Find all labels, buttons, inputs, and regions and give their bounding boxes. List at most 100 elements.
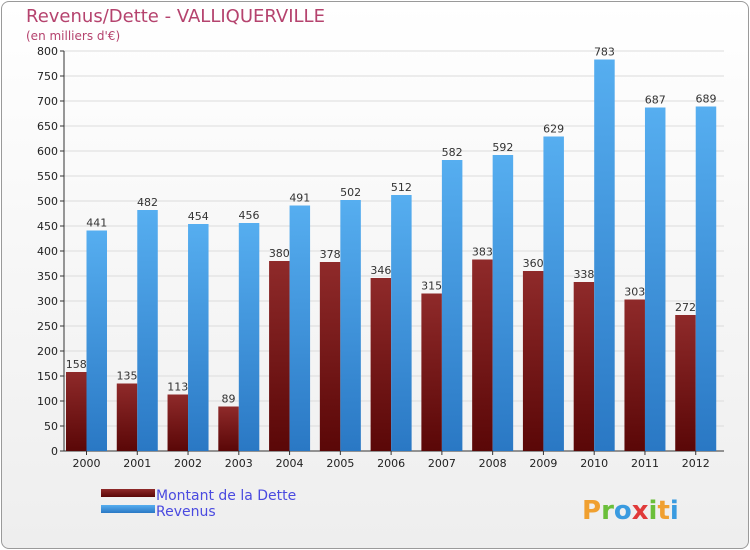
x-tick-label-2012: 2012 — [682, 457, 710, 470]
value-label-revenue-2005: 502 — [340, 186, 361, 199]
value-label-debt-2011: 303 — [624, 286, 645, 299]
chart-title: Revenus/Dette - VALLIQUERVILLE — [26, 6, 325, 27]
bar-debt-2006 — [370, 278, 392, 451]
value-label-revenue-2010: 783 — [594, 46, 615, 59]
y-tick-label-0: 0 — [51, 445, 58, 458]
x-tick-label-2006: 2006 — [377, 457, 405, 470]
legend-swatch-debt — [101, 489, 155, 497]
bar-revenue-2011 — [644, 107, 666, 451]
y-tick-label-800: 800 — [37, 45, 58, 58]
value-label-debt-2012: 272 — [675, 301, 696, 314]
bar-debt-2011 — [624, 299, 645, 451]
y-tick-label-400: 400 — [37, 245, 58, 258]
value-label-debt-2008: 383 — [472, 246, 493, 259]
bar-revenue-2004 — [289, 205, 311, 451]
legend-label-debt: Montant de la Dette — [156, 488, 296, 504]
y-tick-label-250: 250 — [37, 320, 58, 333]
logo-letter: t — [657, 496, 669, 526]
value-label-debt-2007: 315 — [421, 280, 442, 293]
x-tick-label-2004: 2004 — [276, 457, 304, 470]
bar-debt-2009 — [522, 271, 544, 451]
y-tick-label-450: 450 — [37, 220, 58, 233]
bar-revenue-2012 — [695, 106, 717, 451]
bar-revenue-2001 — [137, 210, 158, 451]
value-label-revenue-2003: 456 — [239, 209, 260, 222]
y-tick-label-700: 700 — [37, 95, 58, 108]
value-label-revenue-2001: 482 — [137, 196, 158, 209]
proxiti-logo: Proxiti — [582, 496, 679, 526]
x-tick-label-2001: 2001 — [123, 457, 151, 470]
x-tick-label-2000: 2000 — [73, 457, 101, 470]
value-label-debt-2001: 135 — [117, 370, 138, 383]
y-axis: 0 50 100 150 200 250 300 350 400 450 500 550 600 650 7… — [37, 45, 724, 458]
value-label-debt-2006: 346 — [370, 264, 391, 277]
value-label-revenue-2008: 592 — [492, 141, 513, 154]
value-label-debt-2009: 360 — [523, 257, 544, 270]
bar-revenue-2000 — [86, 230, 107, 451]
y-tick-label-750: 750 — [37, 70, 58, 83]
logo-letter: i — [649, 496, 658, 526]
bar-debt-2001 — [116, 383, 138, 451]
x-tick-label-2007: 2007 — [428, 457, 456, 470]
value-label-revenue-2007: 582 — [442, 146, 463, 159]
y-tick-label-500: 500 — [37, 195, 58, 208]
bar-revenue-2005 — [340, 200, 361, 451]
logo-letter: x — [632, 496, 649, 526]
value-label-revenue-2002: 454 — [188, 210, 209, 223]
y-tick-label-550: 550 — [37, 170, 58, 183]
value-label-revenue-2012: 689 — [695, 93, 716, 106]
bar-revenue-2007 — [441, 160, 463, 451]
bar-debt-2000 — [66, 372, 87, 451]
value-label-debt-2002: 113 — [167, 381, 188, 394]
value-label-debt-2004: 380 — [269, 247, 290, 260]
x-tick-label-2008: 2008 — [479, 457, 507, 470]
value-label-debt-2010: 338 — [573, 268, 594, 281]
bar-debt-2010 — [573, 282, 595, 451]
x-axis: 2000 2001 2002 2003 2004 2005 2006 2007 2008 2009… — [73, 451, 710, 470]
bar-revenue-2010 — [594, 59, 615, 451]
bar-revenue-2003 — [238, 223, 260, 451]
value-label-revenue-2004: 491 — [289, 192, 310, 205]
value-label-debt-2000: 158 — [66, 358, 87, 371]
bar-debt-2004 — [269, 261, 290, 451]
x-tick-label-2011: 2011 — [631, 457, 659, 470]
x-tick-label-2009: 2009 — [529, 457, 557, 470]
x-tick-label-2003: 2003 — [225, 457, 253, 470]
value-labels: 158 441 135 482 113 454 89 456 380 491 378 502 346 51… — [66, 46, 717, 406]
y-tick-label-200: 200 — [37, 345, 58, 358]
bar-debt-2005 — [319, 262, 341, 451]
value-label-revenue-2009: 629 — [543, 123, 564, 136]
value-label-revenue-2000: 441 — [86, 217, 107, 230]
legend-swatch-revenue — [101, 505, 155, 513]
y-tick-label-50: 50 — [44, 420, 58, 433]
value-label-debt-2003: 89 — [222, 393, 236, 406]
y-tick-label-150: 150 — [37, 370, 58, 383]
bar-revenue-2009 — [543, 136, 564, 451]
logo-letter: P — [582, 496, 601, 526]
value-label-revenue-2011: 687 — [645, 94, 666, 107]
bar-debt-2012 — [675, 315, 696, 451]
y-tick-label-350: 350 — [37, 270, 58, 283]
x-tick-label-2002: 2002 — [174, 457, 202, 470]
logo-letter: i — [670, 496, 679, 526]
bars — [66, 59, 717, 451]
chart-subtitle: (en milliers d'€) — [26, 29, 120, 43]
value-label-revenue-2006: 512 — [391, 181, 412, 194]
legend-label-revenue: Revenus — [156, 504, 216, 520]
bar-debt-2008 — [472, 259, 493, 451]
y-tick-label-300: 300 — [37, 295, 58, 308]
bar-debt-2007 — [421, 293, 442, 451]
bar-revenue-2008 — [492, 155, 514, 451]
bar-revenue-2002 — [188, 224, 209, 451]
y-tick-label-100: 100 — [37, 395, 58, 408]
logo-letter: o — [614, 496, 632, 526]
logo-letter: r — [601, 496, 614, 526]
bar-debt-2002 — [167, 394, 189, 451]
value-label-debt-2005: 378 — [320, 248, 341, 261]
y-tick-label-600: 600 — [37, 145, 58, 158]
x-tick-label-2005: 2005 — [326, 457, 354, 470]
x-tick-label-2010: 2010 — [580, 457, 608, 470]
y-tick-label-650: 650 — [37, 120, 58, 133]
